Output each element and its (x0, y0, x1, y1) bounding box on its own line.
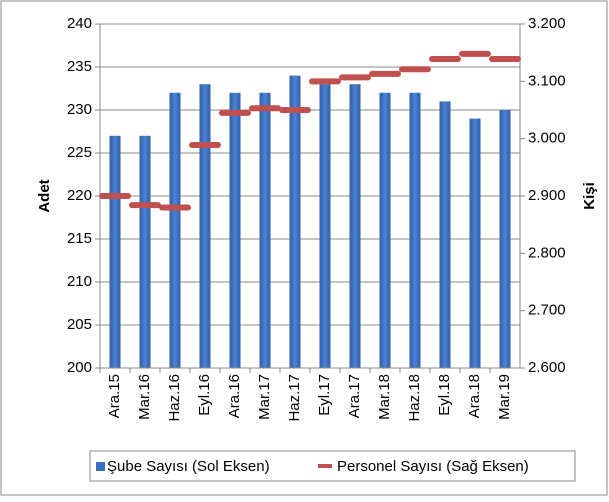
y2-tick-label: 2.900 (528, 187, 566, 204)
y-tick-label: 205 (67, 316, 92, 333)
legend-swatch (96, 462, 105, 471)
y2-tick-label: 2.700 (528, 302, 566, 319)
bar (229, 92, 241, 369)
bar (349, 84, 361, 368)
legend-box (89, 450, 576, 482)
bar (499, 110, 511, 368)
bar (319, 84, 331, 368)
x-tick-label: Mar.18 (376, 374, 393, 420)
x-tick-label: Eyl.17 (316, 374, 333, 416)
x-tick-label: Mar.16 (136, 374, 153, 420)
y2-tick-label: 2.800 (528, 244, 566, 261)
bar (259, 92, 271, 369)
bar (439, 101, 451, 369)
y-tick-label: 200 (67, 359, 92, 376)
x-tick-label: Mar.19 (496, 374, 513, 420)
y-tick-label: 210 (67, 273, 92, 290)
x-tick-label: Mar.17 (256, 374, 273, 420)
x-tick-label: Ara.15 (106, 374, 123, 418)
bar (409, 92, 421, 369)
x-tick-label: Eyl.18 (436, 374, 453, 416)
x-tick-label: Haz.18 (406, 374, 423, 422)
x-tick-label: Haz.17 (286, 374, 303, 422)
x-tick-label: Haz.16 (166, 374, 183, 422)
bar (469, 118, 481, 368)
bar (139, 135, 151, 368)
bar (109, 135, 121, 368)
y-axis-title: Adet (36, 179, 53, 212)
legend-label: Şube Sayısı (Sol Eksen) (107, 458, 270, 475)
y2-axis-title: Kişi (581, 182, 598, 210)
legend-label: Personel Sayısı (Sağ Eksen) (337, 458, 529, 475)
y2-tick-label: 2.600 (528, 359, 566, 376)
y-tick-label: 230 (67, 101, 92, 118)
bar (199, 84, 211, 368)
x-tick-label: Eyl.16 (196, 374, 213, 416)
y-tick-label: 215 (67, 230, 92, 247)
y2-tick-label: 3.200 (528, 15, 566, 32)
bar (169, 92, 181, 369)
y2-tick-label: 3.100 (528, 72, 566, 89)
bar (289, 75, 301, 368)
x-tick-label: Ara.16 (226, 374, 243, 418)
bar (379, 92, 391, 369)
y2-tick-label: 3.000 (528, 130, 566, 147)
x-tick-label: Ara.18 (466, 374, 483, 418)
x-tick-label: Ara.17 (346, 374, 363, 418)
y-tick-label: 220 (67, 187, 92, 204)
y-tick-label: 225 (67, 144, 92, 161)
y-tick-label: 235 (67, 58, 92, 75)
y-tick-label: 240 (67, 15, 92, 32)
